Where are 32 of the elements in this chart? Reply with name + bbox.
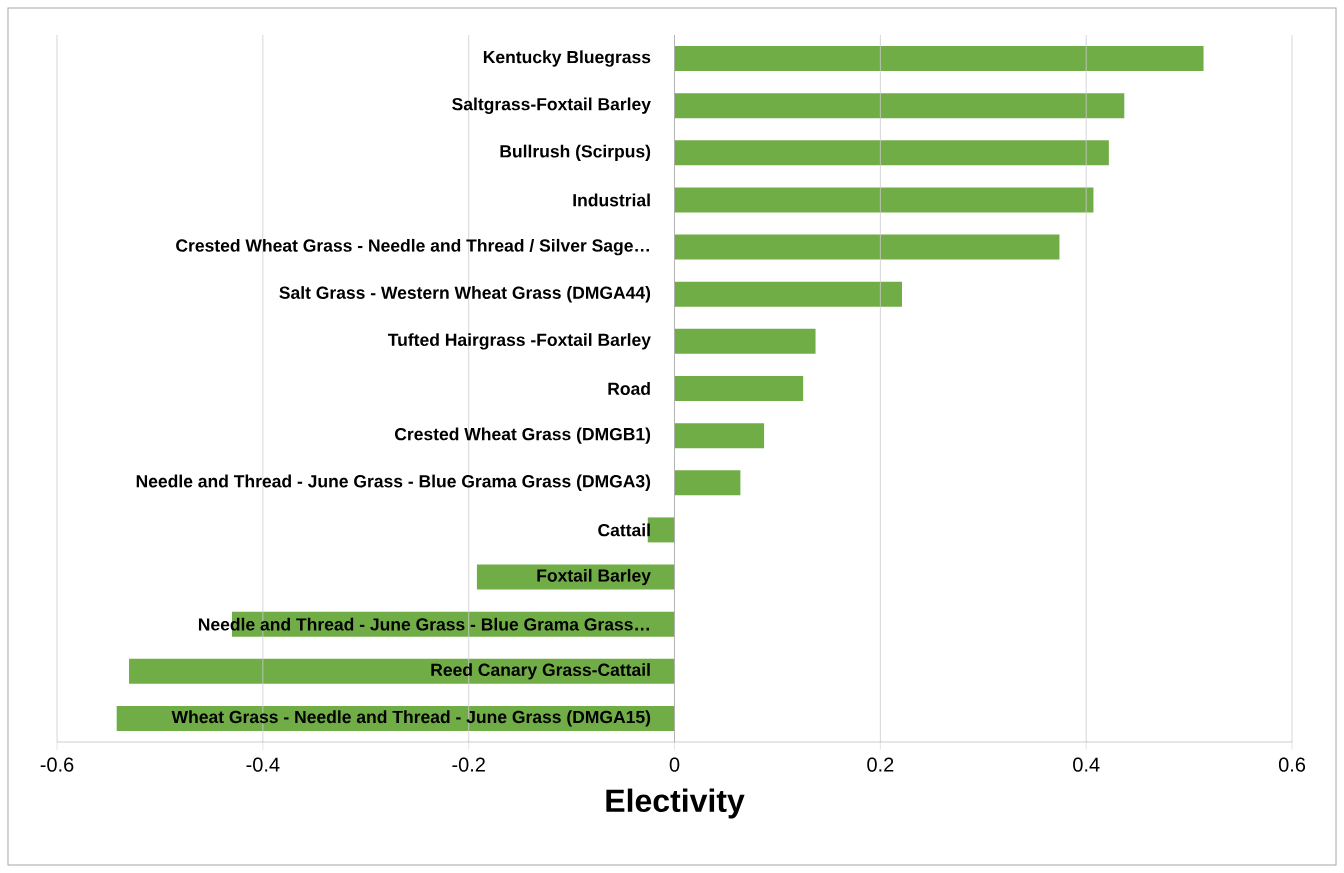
x-tick-label: 0.4 — [1073, 757, 1100, 772]
y-tick-label: Bullrush (Scirpus) — [500, 144, 651, 161]
y-tick-label: Road — [608, 382, 650, 395]
bar — [674, 140, 1109, 166]
y-tick-label: Saltgrass-Foxtail Barley — [452, 97, 651, 114]
y-tick-label: Salt Grass - Western Wheat Grass (DMGA44) — [279, 286, 651, 303]
x-tick-label: -0.2 — [452, 757, 485, 772]
bar — [129, 658, 675, 684]
bar — [674, 93, 1125, 119]
y-tick-label: Crested Wheat Grass (DMGB1) — [394, 427, 651, 444]
bar — [674, 423, 765, 449]
bar — [674, 328, 816, 354]
x-tick-label: -0.6 — [40, 757, 74, 772]
x-tick-label: 0 — [669, 757, 680, 772]
bar — [674, 187, 1094, 213]
y-tick-label: Reed Canary Grass-Cattail — [431, 663, 650, 680]
x-tick-label: -0.4 — [246, 757, 280, 772]
y-tick-label: Industrial — [573, 193, 650, 207]
x-tick-label: 0.2 — [867, 757, 894, 772]
y-tick-label: Kentucky Bluegrass — [483, 50, 651, 67]
y-tick-label: Tufted Hairgrass -Foxtail Barley — [387, 333, 651, 350]
bar — [674, 46, 1204, 72]
y-tick-label: Wheat Grass - Needle and Thread - June Grass (DMGA15) — [171, 710, 651, 727]
bar — [674, 470, 741, 496]
y-tick-label: Needle and Thread - June Grass - Blue Grama Grass (DMGA3) — [136, 474, 651, 491]
bar — [674, 234, 1060, 260]
y-tick-label: Crested Wheat Grass - Needle and Thread / Silver Sage… — [176, 238, 649, 256]
x-tick-label: 0.6 — [1278, 757, 1306, 772]
x-axis-title: Electivity — [606, 788, 745, 819]
bar — [674, 376, 804, 402]
y-tick-label: Foxtail Barley — [537, 568, 651, 586]
bar — [674, 281, 902, 307]
